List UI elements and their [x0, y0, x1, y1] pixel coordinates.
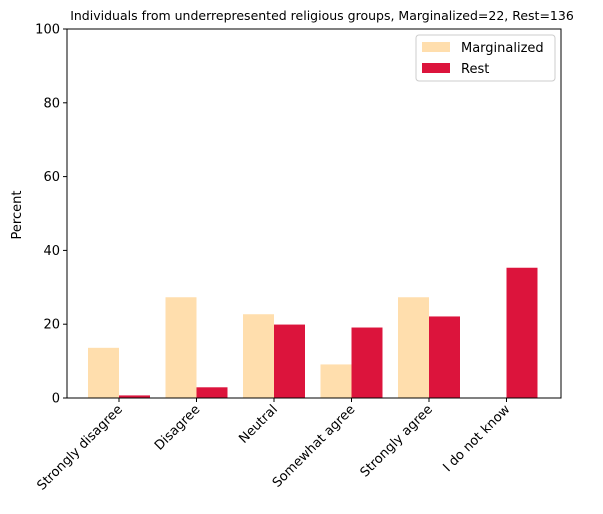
bars-group [88, 267, 538, 398]
legend-label-rest: Rest [461, 62, 489, 77]
y-tick-label: 0 [52, 392, 60, 407]
legend-swatch-marginalized [422, 42, 450, 52]
y-tick-label: 100 [35, 23, 60, 38]
y-tick-label: 80 [43, 96, 60, 111]
x-axis: Strongly disagree Disagree NeutralSomewhat… [34, 398, 514, 494]
x-tick-label: Disagree [152, 402, 203, 453]
x-tick-label: Strongly agree [358, 402, 436, 480]
legend-label-marginalized: Marginalized [461, 41, 544, 56]
bar-marginalized-4 [398, 297, 429, 398]
legend-box [415, 34, 556, 82]
bar-marginalized-0 [88, 347, 119, 398]
bar-rest-4 [429, 316, 460, 398]
chart-title: Individuals from underrepresented religi… [70, 8, 574, 23]
y-axis-label: Percent [10, 191, 25, 240]
y-tick-label: 20 [43, 318, 60, 333]
y-tick-label: 40 [43, 244, 60, 259]
legend-swatch-rest [422, 63, 450, 73]
x-tick-label: I do not know [440, 402, 513, 475]
bar-rest-5 [506, 267, 538, 398]
bar-rest-0 [119, 395, 150, 398]
bar-marginalized-3 [320, 364, 352, 398]
y-axis: 0 20 40 60 80 100 [35, 23, 67, 407]
bar-rest-3 [351, 327, 383, 398]
bar-marginalized-1 [165, 297, 197, 398]
x-tick-label: Somewhat agree [270, 402, 359, 491]
bar-marginalized-2 [243, 314, 274, 398]
x-tick-label: Neutral [236, 402, 281, 447]
y-tick-label: 60 [43, 170, 60, 185]
bar-rest-2 [274, 324, 305, 398]
legend: Marginalized Rest [415, 34, 556, 82]
plot-frame [66, 28, 562, 399]
x-tick-label: Strongly disagree [34, 402, 125, 493]
bar-rest-1 [196, 387, 228, 398]
